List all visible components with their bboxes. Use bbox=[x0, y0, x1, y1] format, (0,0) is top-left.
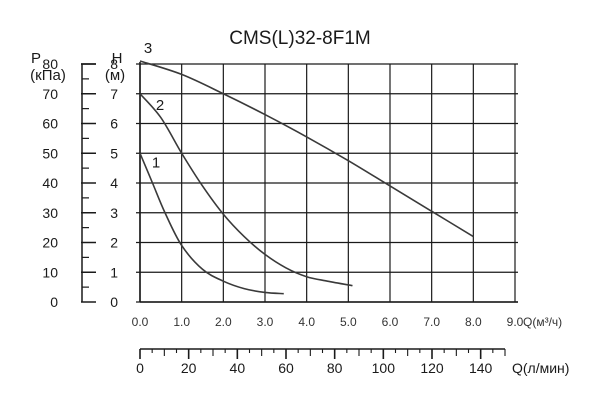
p-tick-label: 70 bbox=[42, 86, 58, 102]
x-tick-label: 1.0 bbox=[173, 315, 190, 329]
h-tick-label: 7 bbox=[110, 86, 118, 102]
p-axis-unit: (кПа) bbox=[30, 67, 66, 84]
p-tick-label: 0 bbox=[50, 294, 58, 310]
chart-title: CMS(L)32-8F1M bbox=[229, 28, 370, 49]
curve-label-3: 3 bbox=[144, 40, 152, 57]
x-axis-q-lmin: 0 20 40 60 80 100 120 140 Q(л/мин) bbox=[136, 348, 569, 376]
x-tick-label: 5.0 bbox=[340, 315, 357, 329]
h-axis-label: H bbox=[112, 50, 123, 67]
p-tick-label: 10 bbox=[42, 264, 58, 280]
p-tick-label: 30 bbox=[42, 205, 58, 221]
h-tick-label: 5 bbox=[110, 145, 118, 161]
x-tick-label: 6.0 bbox=[382, 315, 399, 329]
h-tick-label: 2 bbox=[110, 235, 118, 251]
lmin-tick-label: 100 bbox=[372, 360, 396, 376]
lmin-tick-label: 60 bbox=[278, 360, 294, 376]
h-tick-label: 1 bbox=[110, 264, 118, 280]
lmin-tick-label: 40 bbox=[230, 360, 246, 376]
p-axis-label: P bbox=[31, 50, 41, 67]
p-tick-label: 60 bbox=[42, 116, 58, 132]
x-axis-label: Q(м³/ч) bbox=[523, 315, 562, 329]
curve-3 bbox=[139, 60, 474, 238]
lmin-tick-label: 120 bbox=[420, 360, 444, 376]
lmin-tick-label: 20 bbox=[181, 360, 197, 376]
h-tick-label: 0 bbox=[110, 294, 118, 310]
curve-label-1: 1 bbox=[152, 154, 160, 171]
x-axis-q-m3h: 0.0 1.0 2.0 3.0 4.0 5.0 6.0 7.0 8.0 9.0 Q(м³/ч) bbox=[132, 315, 563, 329]
p-tick-label: 50 bbox=[42, 145, 58, 161]
x-tick-label: 0.0 bbox=[132, 315, 149, 329]
curve-1 bbox=[139, 152, 284, 295]
p-axis: 0 10 20 30 40 50 60 70 80 bbox=[42, 56, 96, 310]
h-tick-label: 4 bbox=[110, 175, 118, 191]
p-tick-label: 40 bbox=[42, 175, 58, 191]
chart-grid bbox=[136, 63, 518, 303]
h-tick-label: 3 bbox=[110, 205, 118, 221]
h-tick-label: 6 bbox=[110, 116, 118, 132]
x-tick-label: 4.0 bbox=[298, 315, 315, 329]
h-tick-label: 8 bbox=[110, 56, 118, 72]
x-tick-label: 9.0 bbox=[507, 315, 524, 329]
p-tick-label: 20 bbox=[42, 235, 58, 251]
x-tick-label: 3.0 bbox=[257, 315, 274, 329]
p-tick-label: 80 bbox=[42, 56, 58, 72]
x-tick-label: 2.0 bbox=[215, 315, 232, 329]
x-tick-label: 8.0 bbox=[465, 315, 482, 329]
lmin-tick-label: 0 bbox=[136, 360, 144, 376]
x-tick-label: 7.0 bbox=[423, 315, 440, 329]
curves: 1 2 3 bbox=[139, 40, 474, 295]
h-axis-unit: (м) bbox=[105, 67, 125, 84]
lmin-tick-label: 140 bbox=[469, 360, 493, 376]
lmin-axis-label: Q(л/мин) bbox=[512, 360, 569, 376]
curve-label-2: 2 bbox=[156, 97, 164, 114]
lmin-tick-label: 80 bbox=[327, 360, 343, 376]
h-axis: 0 1 2 3 4 5 6 7 8 bbox=[110, 56, 141, 310]
curve-2 bbox=[139, 93, 353, 287]
